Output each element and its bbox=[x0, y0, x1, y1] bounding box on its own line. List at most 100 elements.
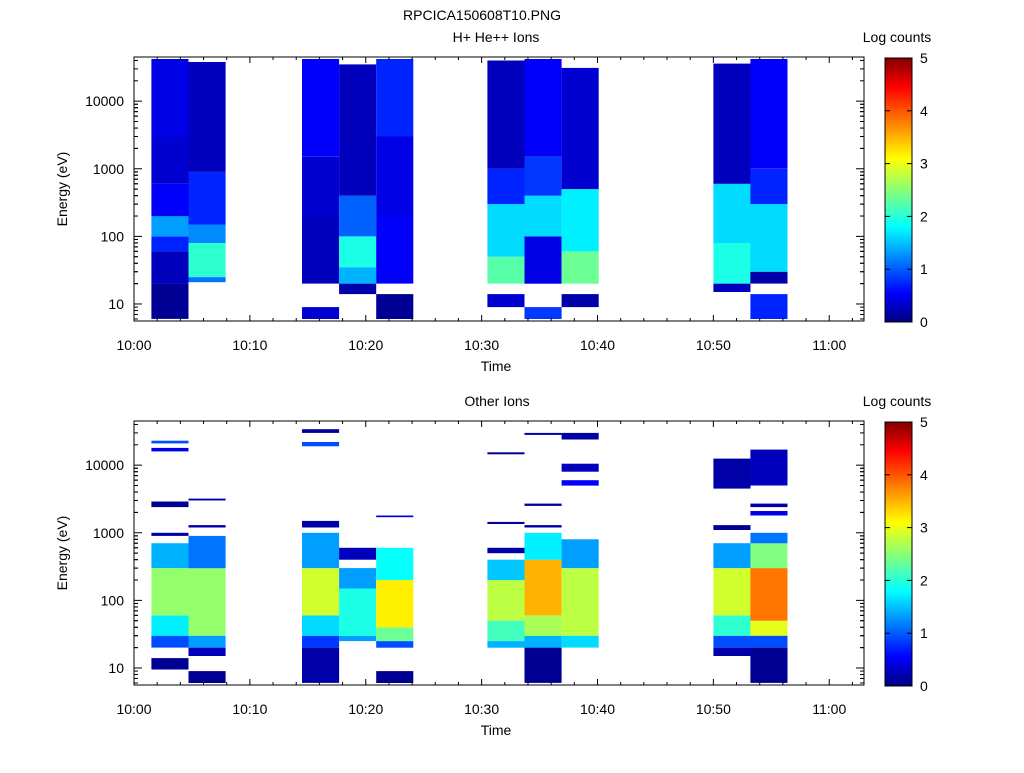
heatmap-cell bbox=[561, 432, 599, 440]
heatmap-cell bbox=[487, 168, 525, 205]
heatmap-cell bbox=[188, 242, 226, 278]
heatmap-cell bbox=[188, 535, 226, 569]
heatmap-cell bbox=[713, 615, 751, 636]
heatmap-cell bbox=[561, 539, 599, 569]
heatmap-cell bbox=[561, 189, 599, 252]
heatmap-cell bbox=[151, 568, 189, 616]
heatmap-cell bbox=[151, 615, 189, 636]
heatmap-cell bbox=[750, 271, 788, 284]
y-tick-label: 10 bbox=[108, 660, 124, 676]
x-axis: 10:00 10:10 10:20 10:30 10:40 10:50 11:00 bbox=[116, 421, 853, 717]
figure-title: RPCICA150608T10.PNG bbox=[403, 7, 561, 23]
heatmap-cell bbox=[339, 267, 377, 284]
heatmap-cell bbox=[561, 480, 599, 486]
panel-other-ions: 10:00 10:10 10:20 10:30 10:40 10:50 11:00 1010… bbox=[54, 393, 931, 738]
y-axis-label: Energy (eV) bbox=[54, 516, 70, 591]
heatmap-cell bbox=[524, 532, 562, 560]
heatmap-cell bbox=[151, 543, 189, 569]
heatmap-cell bbox=[713, 242, 751, 284]
heatmap-cell bbox=[188, 498, 226, 501]
heatmap-cell bbox=[151, 251, 189, 284]
x-tick-label: 10:30 bbox=[464, 701, 499, 717]
heatmap-cell bbox=[750, 511, 788, 516]
heatmap-cell bbox=[713, 543, 751, 569]
heatmap-cell bbox=[487, 256, 525, 284]
heatmap-cell bbox=[376, 515, 414, 518]
heatmap-cell bbox=[151, 183, 189, 217]
heatmap-cell bbox=[376, 136, 414, 216]
heatmap-cell bbox=[376, 59, 414, 137]
heatmap-cell bbox=[487, 620, 525, 642]
y-axis: 10 100 1000 10000 bbox=[85, 59, 864, 320]
heatmap-cell bbox=[339, 635, 377, 642]
panel-h-he-ions: 10:00 10:10 10:20 10:30 10:40 10:50 11:00 1010… bbox=[54, 29, 931, 374]
y-tick-label: 100 bbox=[101, 592, 125, 608]
heatmap-cell bbox=[339, 236, 377, 268]
heatmap-cell bbox=[376, 671, 414, 683]
y-tick-label: 10 bbox=[108, 296, 124, 312]
heatmap-cell bbox=[188, 647, 226, 656]
heatmap-cell bbox=[713, 458, 751, 489]
heatmap-cell bbox=[750, 59, 788, 169]
heatmap-cell bbox=[561, 251, 599, 284]
y-tick-label: 10000 bbox=[85, 457, 124, 473]
heatmap-cell bbox=[750, 204, 788, 272]
colorbar-tick-label: 0 bbox=[920, 678, 928, 694]
heatmap-cell bbox=[524, 432, 562, 435]
colorbar-label: Log counts bbox=[863, 29, 932, 45]
heatmap-cell bbox=[151, 216, 189, 237]
heatmap-cell bbox=[339, 547, 377, 560]
colorbar-gradient bbox=[884, 57, 913, 323]
heatmap-cell bbox=[487, 580, 525, 621]
heatmap-cell bbox=[376, 580, 414, 628]
heatmap-cell bbox=[151, 283, 189, 319]
colorbar-tick-label: 2 bbox=[920, 208, 928, 224]
heatmap-cell bbox=[487, 294, 525, 308]
heatmap-cell bbox=[750, 620, 788, 636]
heatmap-cell bbox=[302, 635, 340, 648]
x-tick-label: 10:30 bbox=[464, 337, 499, 353]
heatmap-cell bbox=[188, 171, 226, 225]
heatmap-cell bbox=[487, 60, 525, 169]
heatmap-cell bbox=[561, 568, 599, 636]
heatmap-cell bbox=[188, 671, 226, 683]
heatmap-cell bbox=[713, 635, 751, 648]
colorbar-tick-label: 4 bbox=[920, 467, 928, 483]
heatmap-cell bbox=[302, 647, 340, 683]
colorbar-tick-label: 0 bbox=[920, 314, 928, 330]
heatmap-cell bbox=[750, 568, 788, 621]
colorbar: 0 1 2 3 4 5 Log counts bbox=[863, 29, 932, 330]
heatmap-cell bbox=[339, 568, 377, 589]
colorbar-tick-label: 3 bbox=[920, 520, 928, 536]
heatmap-cell bbox=[188, 635, 226, 648]
heatmap-cells bbox=[151, 59, 788, 319]
heatmap-cell bbox=[750, 543, 788, 569]
y-axis: 10 100 1000 10000 bbox=[85, 423, 864, 684]
heatmap-cell bbox=[487, 641, 525, 648]
heatmap-cell bbox=[524, 236, 562, 284]
heatmap-cell bbox=[376, 547, 414, 581]
heatmap-cell bbox=[750, 168, 788, 205]
heatmap-cell bbox=[188, 62, 226, 172]
heatmap-cell bbox=[524, 156, 562, 196]
x-tick-label: 11:00 bbox=[812, 701, 846, 717]
colorbar-ticks: 0 1 2 3 4 5 bbox=[885, 50, 928, 330]
heatmap-cell bbox=[487, 559, 525, 581]
y-tick-label: 1000 bbox=[93, 525, 124, 541]
colorbar-tick-label: 1 bbox=[920, 261, 928, 277]
heatmap-cell bbox=[524, 559, 562, 616]
heatmap-cell bbox=[376, 216, 414, 284]
heatmap-cell bbox=[561, 463, 599, 472]
heatmap-cell bbox=[151, 658, 189, 670]
y-tick-label: 10000 bbox=[85, 93, 124, 109]
heatmap-cell bbox=[302, 568, 340, 616]
heatmap-cell bbox=[750, 647, 788, 683]
heatmap-cell bbox=[524, 647, 562, 683]
heatmap-cell bbox=[151, 59, 189, 137]
heatmap-cell bbox=[750, 532, 788, 544]
heatmap-cell bbox=[339, 195, 377, 237]
y-tick-label: 100 bbox=[101, 228, 125, 244]
heatmap-cell bbox=[376, 627, 414, 642]
heatmap-cell bbox=[750, 449, 788, 486]
